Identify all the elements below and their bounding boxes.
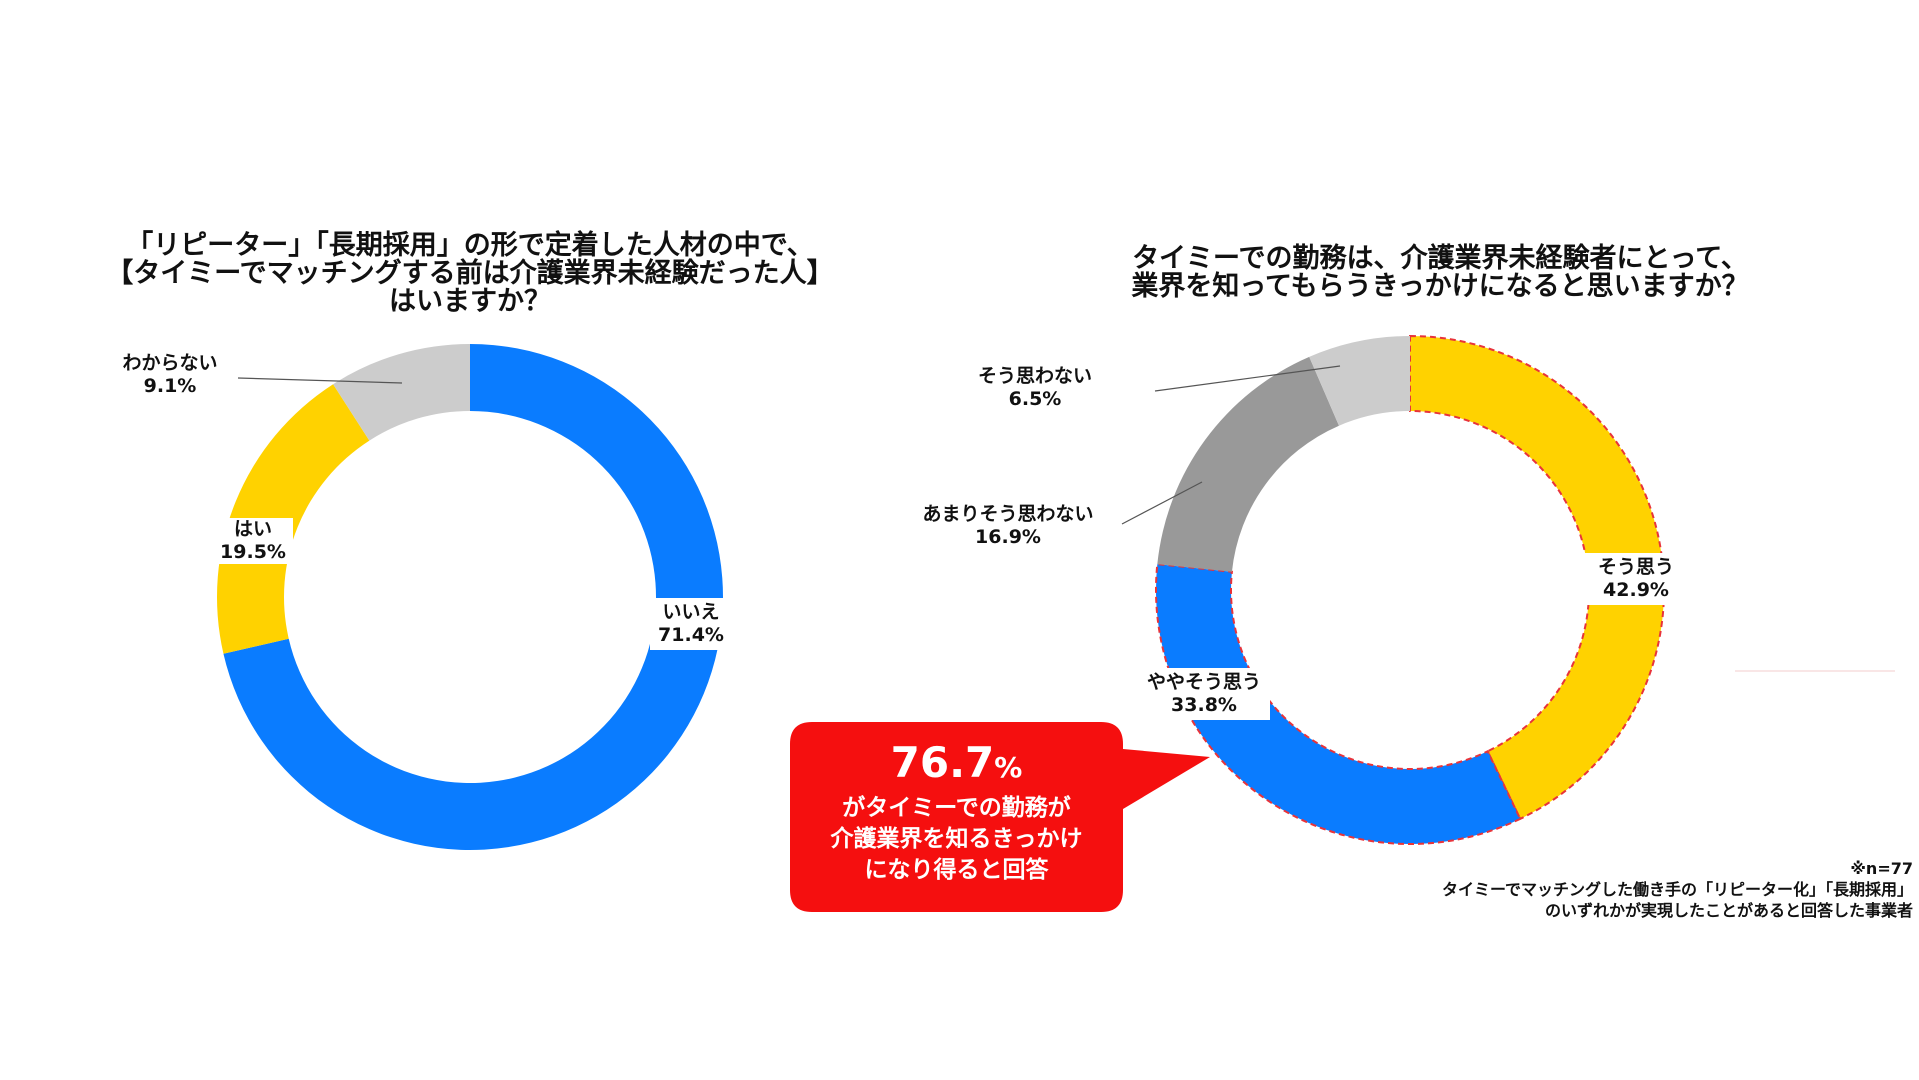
slice-label-name: ややそう思う: [1146, 671, 1261, 693]
callout-line: になり得ると回答: [864, 857, 1049, 883]
leader-lines: [237, 365, 1341, 525]
leader-line: [1154, 365, 1341, 392]
donut-slice: [1309, 336, 1410, 426]
callout-text: 76.7% がタイミーでの勤務が 介護業界を知るきっかけ になり得ると回答: [790, 738, 1123, 886]
slice-label-iie: いいえ 71.4%: [650, 598, 732, 650]
callout-value-line: 76.7%: [891, 738, 1023, 793]
slice-label-value: 6.5%: [1008, 388, 1062, 410]
donut-chart-left: [216, 344, 723, 850]
slice-label-name: わからない: [122, 352, 218, 374]
title-line: はいますか？: [389, 286, 551, 317]
slice-label-wakaranai: わからない 9.1%: [115, 352, 225, 398]
footnote-line: ※n=77: [1850, 859, 1913, 878]
slice-label-yaya-sou-omou: ややそう思う 33.8%: [1138, 668, 1270, 720]
title-line: 「リピーター」「長期採用」の形で定着した人材の中で、: [126, 230, 814, 261]
donut-slice: [1410, 336, 1665, 819]
slice-label-value: 9.1%: [143, 375, 197, 397]
slice-label-name: あまりそう思わない: [922, 503, 1094, 525]
donut-slice: [1157, 356, 1339, 572]
highlight-outline: [1409, 334, 1665, 821]
donut-slice: [1155, 564, 1521, 845]
slice-label-hai: はい 19.5%: [213, 518, 293, 564]
title-line: タイミーでの勤務は、介護業界未経験者にとって、: [1132, 243, 1748, 274]
chart-title-left: 「リピーター」「長期採用」の形で定着した人材の中で、 【タイミーでマッチングする…: [70, 232, 870, 316]
slice-label-value: 33.8%: [1171, 694, 1237, 716]
leader-line: [237, 377, 403, 384]
title-line: 業界を知ってもらうきっかけになると思いますか？: [1131, 271, 1749, 302]
callout-bubble: [790, 722, 1210, 912]
chart-title-right: タイミーでの勤務は、介護業界未経験者にとって、 業界を知ってもらうきっかけになる…: [1040, 245, 1840, 301]
slice-label-sou-omowanai: そう思わない 6.5%: [970, 365, 1100, 411]
slice-label-amari-sou-omowanai: あまりそう思わない 16.9%: [913, 503, 1103, 549]
title-line: 【タイミーでマッチングする前は介護業界未経験だった人】: [106, 258, 834, 289]
slice-label-value: 71.4%: [658, 624, 724, 646]
callout-line: 介護業界を知るきっかけ: [830, 826, 1083, 852]
footnote: ※n=77 タイミーでマッチングした働き手の「リピーター化」「長期採用」 のいず…: [1442, 858, 1913, 921]
slice-label-name: そう思う: [1597, 556, 1674, 578]
slice-label-sou-omou: そう思う 42.9%: [1583, 553, 1689, 605]
callout-line: がタイミーでの勤務が: [842, 795, 1071, 821]
highlight-outline: [1155, 563, 1522, 845]
leader-line: [1121, 481, 1203, 525]
footnote-line: タイミーでマッチングした働き手の「リピーター化」「長期採用」: [1441, 880, 1913, 899]
callout-unit: %: [994, 751, 1023, 784]
donut-slice: [333, 344, 470, 441]
slice-label-name: いいえ: [662, 601, 720, 623]
callout-value: 76.7: [890, 738, 995, 787]
slice-label-name: はい: [233, 518, 272, 540]
slice-label-value: 19.5%: [220, 541, 286, 563]
slice-label-name: そう思わない: [977, 365, 1092, 387]
donut-slice: [216, 384, 370, 654]
slice-label-value: 16.9%: [975, 526, 1041, 548]
donut-chart-right: [1155, 334, 1665, 845]
slice-label-value: 42.9%: [1603, 579, 1669, 601]
footnote-line: のいずれかが実現したことがあると回答した事業者: [1544, 901, 1913, 920]
